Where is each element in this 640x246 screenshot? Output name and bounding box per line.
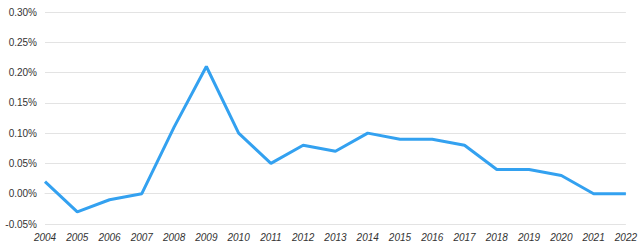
svg-text:2021: 2021 xyxy=(581,232,604,243)
svg-text:2007: 2007 xyxy=(130,232,154,243)
svg-text:2018: 2018 xyxy=(485,232,509,243)
svg-text:2012: 2012 xyxy=(291,232,315,243)
svg-text:0.05%: 0.05% xyxy=(9,158,37,169)
svg-text:2013: 2013 xyxy=(323,232,347,243)
svg-text:0.25%: 0.25% xyxy=(9,37,37,48)
svg-text:2014: 2014 xyxy=(356,232,380,243)
svg-text:0.15%: 0.15% xyxy=(9,97,37,108)
svg-text:2016: 2016 xyxy=(420,232,444,243)
svg-text:2011: 2011 xyxy=(259,232,282,243)
svg-text:2020: 2020 xyxy=(549,232,573,243)
svg-text:0.10%: 0.10% xyxy=(9,128,37,139)
svg-text:0.30%: 0.30% xyxy=(9,7,37,18)
svg-text:2022: 2022 xyxy=(614,232,638,243)
svg-text:2010: 2010 xyxy=(227,232,251,243)
svg-text:-0.05%: -0.05% xyxy=(5,219,37,230)
svg-text:2017: 2017 xyxy=(452,232,476,243)
svg-text:2008: 2008 xyxy=(162,232,186,243)
svg-text:2005: 2005 xyxy=(65,232,89,243)
svg-text:2019: 2019 xyxy=(517,232,541,243)
svg-text:2004: 2004 xyxy=(33,232,57,243)
svg-text:0.20%: 0.20% xyxy=(9,67,37,78)
svg-text:2015: 2015 xyxy=(388,232,412,243)
svg-text:0.00%: 0.00% xyxy=(9,188,37,199)
svg-text:2006: 2006 xyxy=(97,232,121,243)
svg-text:2009: 2009 xyxy=(194,232,218,243)
